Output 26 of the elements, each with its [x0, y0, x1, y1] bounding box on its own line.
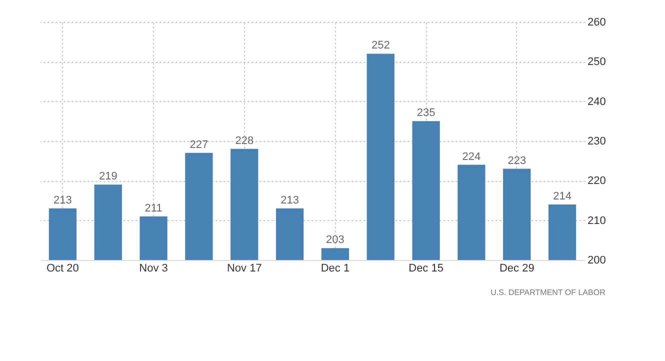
- y-tick-label: 220: [588, 175, 606, 188]
- y-tick-label: 210: [588, 214, 606, 227]
- data-label: 223: [508, 154, 526, 167]
- x-tick-label: Nov 3: [139, 262, 168, 274]
- data-label: 224: [462, 150, 481, 163]
- x-tick-label: Dec 1: [320, 262, 350, 274]
- data-label: 213: [280, 194, 299, 206]
- data-label: 213: [54, 194, 72, 206]
- x-tick-label: Dec 29: [499, 262, 534, 274]
- data-label: 235: [416, 107, 436, 120]
- data-label: 227: [190, 138, 208, 151]
- x-tick-label: Dec 15: [408, 262, 444, 274]
- data-label: 219: [98, 170, 118, 183]
- data-label: 252: [371, 40, 390, 52]
- data-label: 211: [144, 202, 162, 214]
- text: U.S. DEPARTMENT OF LABOR: [490, 288, 606, 297]
- data-label: 228: [235, 134, 254, 147]
- data-label: 214: [553, 190, 572, 202]
- y-tick-label: 260: [588, 16, 606, 28]
- data-label: 203: [326, 234, 344, 246]
- x-tick-label: Nov 17: [226, 262, 262, 274]
- y-tick-label: 240: [588, 96, 606, 108]
- y-tick-label: 200: [588, 254, 606, 266]
- y-tick-label: 230: [588, 136, 606, 148]
- y-tick-label: 250: [588, 56, 606, 68]
- x-tick-label: Oct 20: [46, 262, 79, 274]
